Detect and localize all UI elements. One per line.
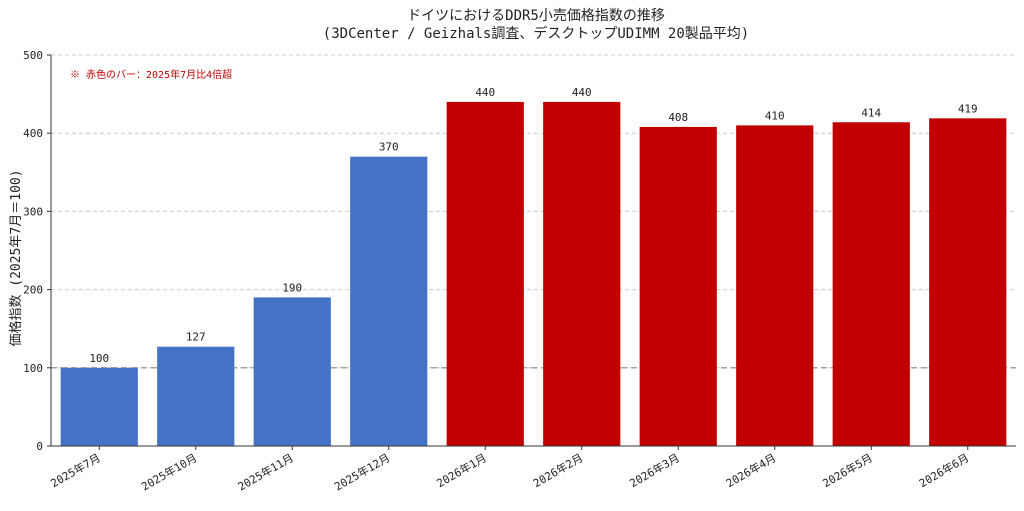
- x-tick-label: 2025年10月: [139, 450, 199, 493]
- y-tick-label: 500: [23, 49, 43, 62]
- bar-value-label: 414: [861, 106, 881, 119]
- x-tick-label: 2026年5月: [820, 450, 875, 490]
- x-tick-label: 2026年1月: [434, 450, 489, 490]
- y-tick-label: 0: [36, 440, 43, 453]
- y-tick-label: 300: [23, 205, 43, 218]
- bar: [832, 122, 910, 446]
- bar-value-label: 370: [379, 141, 399, 154]
- bar-value-label: 127: [186, 331, 206, 344]
- x-tick-label: 2026年3月: [627, 450, 682, 490]
- bars-group: [60, 101, 1007, 447]
- bar-value-label: 190: [282, 281, 302, 294]
- bar: [543, 101, 621, 447]
- x-tick-label: 2026年4月: [724, 450, 779, 490]
- x-tick-label: 2025年12月: [332, 450, 392, 493]
- y-tick-label: 400: [23, 127, 43, 140]
- y-tick-label: 200: [23, 284, 43, 297]
- bar-value-label: 410: [765, 109, 785, 122]
- x-tick-label: 2025年7月: [48, 450, 103, 490]
- x-tick-label: 2026年6月: [917, 450, 972, 490]
- data-labels-group: 100 127 190 370 440 440 408 410 414 419: [89, 86, 977, 365]
- bar: [350, 156, 428, 446]
- bar-value-label: 100: [89, 352, 109, 365]
- y-tick-label: 100: [23, 362, 43, 375]
- axes-group: [50, 55, 1016, 447]
- chart-subtitle: (3DCenter / Geizhals調査、デスクトップUDIMM 20製品平…: [323, 25, 749, 42]
- y-ticks-group: 0 100 200 300 400 500: [23, 49, 51, 453]
- bar: [60, 367, 138, 446]
- bar-value-label: 440: [475, 86, 495, 99]
- bar-value-label: 419: [958, 102, 978, 115]
- chart-title: ドイツにおけるDDR5小売価格指数の推移: [407, 8, 665, 24]
- bar: [639, 126, 717, 446]
- x-ticks-group: 2025年7月 2025年10月 2025年11月 2025年12月 2026年1月 20…: [48, 446, 971, 493]
- bar: [736, 125, 814, 446]
- bar-value-label: 408: [668, 111, 688, 124]
- bar: [157, 346, 235, 446]
- y-axis-label: 価格指数 (2025年7月＝100): [8, 169, 24, 346]
- bar-value-label: 440: [572, 86, 592, 99]
- chart-annotation: ※ 赤色のバー：2025年7月比4倍超: [70, 68, 232, 81]
- x-tick-label: 2025年11月: [235, 450, 295, 493]
- bar: [253, 297, 331, 446]
- bar: [446, 101, 524, 447]
- x-tick-label: 2026年2月: [531, 450, 586, 490]
- bar: [929, 118, 1007, 446]
